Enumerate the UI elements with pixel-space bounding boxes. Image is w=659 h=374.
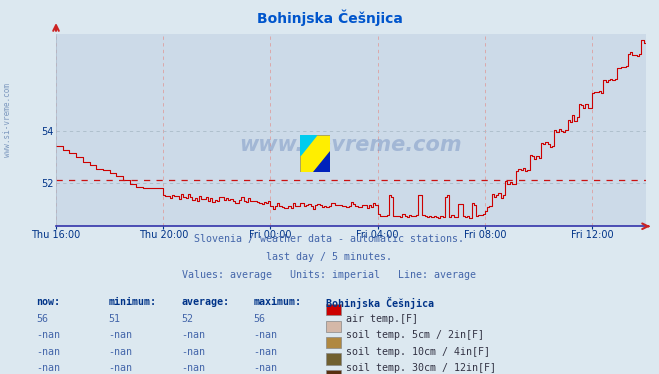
- Text: 51: 51: [109, 314, 121, 324]
- Text: air temp.[F]: air temp.[F]: [346, 314, 418, 324]
- Text: -nan: -nan: [109, 330, 132, 340]
- Polygon shape: [313, 151, 330, 172]
- Text: soil temp. 30cm / 12in[F]: soil temp. 30cm / 12in[F]: [346, 363, 496, 373]
- Text: Slovenia / weather data - automatic stations.: Slovenia / weather data - automatic stat…: [194, 234, 465, 244]
- Text: average:: average:: [181, 297, 229, 307]
- Text: maximum:: maximum:: [254, 297, 302, 307]
- Text: soil temp. 5cm / 2in[F]: soil temp. 5cm / 2in[F]: [346, 330, 484, 340]
- Text: -nan: -nan: [109, 363, 132, 373]
- Text: -nan: -nan: [36, 363, 60, 373]
- Text: Bohinjska Češnjica: Bohinjska Češnjica: [326, 297, 434, 309]
- Text: -nan: -nan: [181, 330, 205, 340]
- Text: 52: 52: [181, 314, 193, 324]
- Text: 56: 56: [36, 314, 48, 324]
- Text: www.si-vreme.com: www.si-vreme.com: [3, 83, 13, 157]
- Polygon shape: [300, 135, 330, 172]
- Text: Bohinjska Češnjica: Bohinjska Češnjica: [256, 9, 403, 26]
- Text: -nan: -nan: [181, 347, 205, 357]
- Text: -nan: -nan: [254, 330, 277, 340]
- Text: now:: now:: [36, 297, 60, 307]
- Text: -nan: -nan: [181, 363, 205, 373]
- Text: last day / 5 minutes.: last day / 5 minutes.: [266, 252, 393, 262]
- Text: -nan: -nan: [254, 363, 277, 373]
- Text: 56: 56: [254, 314, 266, 324]
- Text: Values: average   Units: imperial   Line: average: Values: average Units: imperial Line: av…: [183, 270, 476, 280]
- Text: -nan: -nan: [36, 347, 60, 357]
- Text: www.si-vreme.com: www.si-vreme.com: [240, 135, 462, 155]
- Text: -nan: -nan: [109, 347, 132, 357]
- Text: soil temp. 10cm / 4in[F]: soil temp. 10cm / 4in[F]: [346, 347, 490, 357]
- Text: minimum:: minimum:: [109, 297, 157, 307]
- Text: -nan: -nan: [254, 347, 277, 357]
- Polygon shape: [300, 135, 316, 155]
- Text: -nan: -nan: [36, 330, 60, 340]
